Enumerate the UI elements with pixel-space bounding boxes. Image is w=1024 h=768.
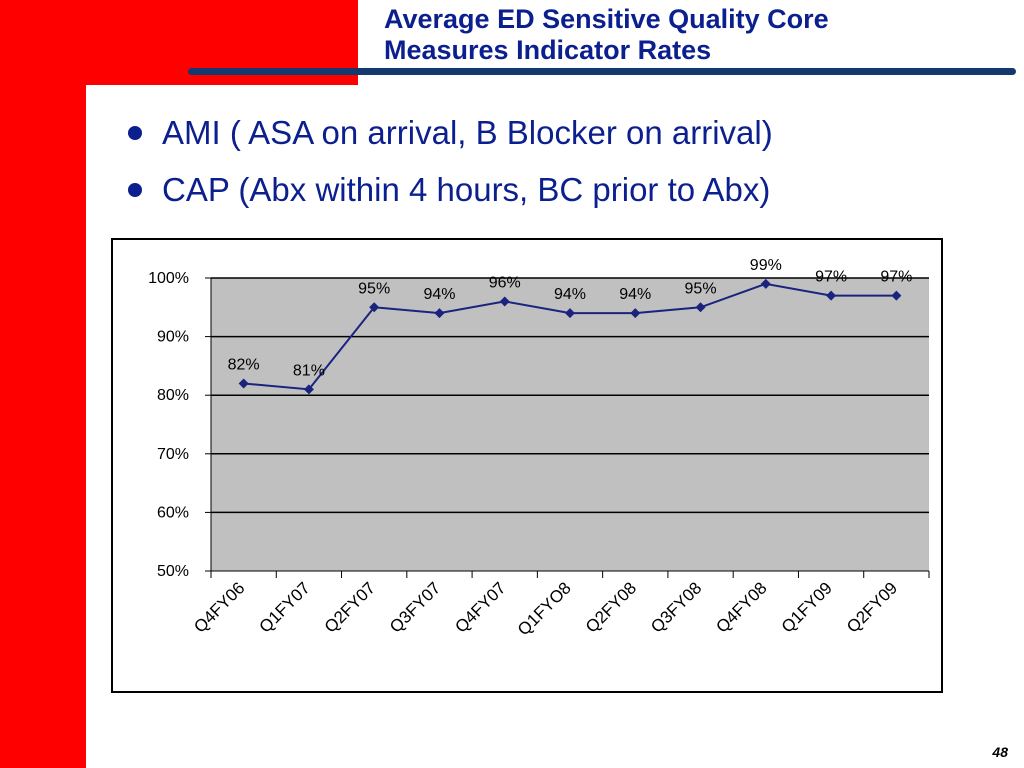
data-label: 94% [554, 286, 586, 303]
x-tick-label: Q3FY08 [647, 578, 705, 636]
data-point-marker [434, 308, 445, 319]
line-chart: 50%60%70%80%90%100%Q4FY06 Q1FY07 Q2FY07 Q3F… [148, 257, 930, 639]
bullet-text: AMI ( ASA on arrival, B Blocker on arriv… [162, 114, 773, 151]
y-tick-label: 70% [157, 446, 189, 463]
data-point-marker [238, 378, 249, 389]
data-point-marker [499, 296, 510, 307]
data-point-marker [630, 308, 641, 319]
x-tick-label: Q2FY07 [321, 578, 379, 636]
data-point-marker [826, 290, 837, 301]
data-label: 81% [293, 362, 325, 379]
slide-title-line1: Average ED Sensitive Quality Core [384, 4, 829, 34]
page-number: 48 [992, 744, 1008, 760]
data-point-marker [695, 302, 706, 313]
data-label: 97% [880, 269, 912, 286]
slide-title-line2: Measures Indicator Rates [384, 35, 712, 65]
bullet-dot-icon [128, 126, 142, 140]
data-point-marker [760, 278, 771, 289]
title-underline [188, 68, 1016, 75]
y-tick-label: 90% [157, 329, 189, 346]
x-tick-label: Q1FYO8 [514, 578, 575, 639]
data-label: 95% [685, 280, 717, 297]
x-tick-label: Q3FY07 [386, 578, 444, 636]
y-tick-label: 80% [157, 387, 189, 404]
data-label: 94% [423, 286, 455, 303]
x-tick-label: Q4FY06 [190, 578, 248, 636]
bullet-text: CAP (Abx within 4 hours, BC prior to Abx… [162, 171, 771, 208]
slide-title: Average ED Sensitive Quality Core Measur… [384, 4, 1004, 66]
chart-frame: 50% 60% 70% 80% 90% 100% Q4FY06 Q1FY07 Q2FY07 Q3F… [111, 238, 943, 693]
bullet-list: AMI ( ASA on arrival, B Blocker on arriv… [124, 104, 773, 218]
y-tick-label: 50% [157, 563, 189, 580]
x-tick-label: Q4FY08 [712, 578, 770, 636]
bullet-item-ami: AMI ( ASA on arrival, B Blocker on arriv… [124, 104, 773, 161]
data-point-marker [565, 308, 575, 319]
data-point-marker [303, 384, 314, 395]
data-point-marker [369, 302, 380, 313]
x-tick-label: Q2FY09 [843, 578, 901, 636]
y-tick-label: 100% [148, 270, 189, 287]
plot-area [211, 278, 929, 571]
x-tick-label: Q2FY08 [582, 578, 640, 636]
bullet-dot-icon [128, 183, 142, 197]
data-point-marker [891, 290, 902, 301]
data-label: 82% [228, 356, 260, 373]
data-label: 95% [358, 280, 390, 297]
data-label: 96% [489, 274, 521, 291]
data-label: 94% [619, 286, 651, 303]
data-label: 99% [750, 257, 782, 274]
y-tick-label: 60% [157, 504, 189, 521]
data-label: 97% [815, 269, 847, 286]
x-tick-label: Q1FY07 [256, 578, 314, 636]
left-accent-bar [0, 0, 86, 768]
bullet-item-cap: CAP (Abx within 4 hours, BC prior to Abx… [124, 161, 773, 218]
x-tick-label: Q1FY09 [778, 578, 836, 636]
x-tick-label: Q4FY07 [451, 578, 509, 636]
